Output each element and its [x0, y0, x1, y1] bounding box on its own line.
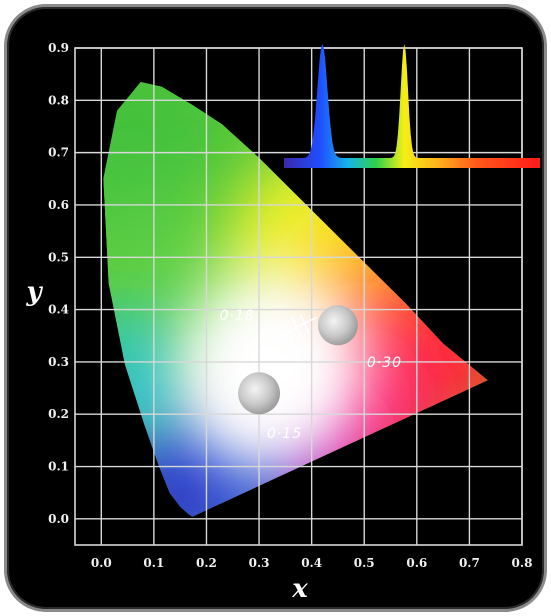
y-tick-label: 0.1 — [48, 460, 69, 474]
hand-mark-tick — [291, 317, 302, 337]
hand-mark-tick — [283, 320, 294, 340]
gamut-color-blob — [119, 437, 230, 517]
annotation-label: 0·18 — [220, 308, 255, 324]
gamut-color-blob — [103, 311, 163, 392]
y-tick-label: 0.3 — [48, 355, 69, 369]
y-axis-label: y — [25, 277, 43, 307]
white-points — [238, 305, 358, 415]
inset-spectrum — [284, 44, 540, 168]
spectrum-curve — [284, 44, 540, 168]
x-tick-label: 0.0 — [91, 556, 112, 570]
white-point-dot — [238, 372, 281, 415]
x-tick-label: 0.6 — [406, 556, 427, 570]
y-tick-label: 0.5 — [48, 250, 69, 264]
y-tick-label: 0.9 — [48, 41, 69, 55]
y-tick-label: 0.7 — [48, 146, 69, 160]
x-axis-label: x — [291, 574, 308, 604]
annotation-label: 0·15 — [267, 426, 302, 442]
hand-mark-tick — [299, 314, 310, 334]
x-tick-labels: 0.0 0.1 0.2 0.3 0.4 0.5 0.6 0.7 0.8 — [91, 556, 533, 570]
x-tick-label: 0.7 — [459, 556, 480, 570]
plot-area: 0·18 0·30 0·15 0.0 0.1 0.2 0.3 0.4 0.5 0.6 0.7 0.8… — [48, 41, 540, 570]
x-tick-label: 0.2 — [196, 556, 217, 570]
white-point-dot — [317, 305, 358, 346]
y-tick-label: 0.4 — [48, 303, 69, 317]
annotations: 0·18 0·30 0·15 — [220, 308, 402, 442]
y-tick-label: 0.6 — [48, 198, 69, 212]
plot-border — [74, 47, 523, 546]
hand-mark-line — [270, 316, 317, 341]
hand-mark-tick — [275, 324, 286, 343]
x-tick-label: 0.8 — [512, 556, 533, 570]
grid-lines — [74, 47, 523, 546]
annotation-label: 0·30 — [367, 355, 402, 371]
x-tick-label: 0.3 — [249, 556, 270, 570]
hand-marks — [270, 314, 317, 343]
x-tick-label: 0.1 — [143, 556, 164, 570]
y-tick-label: 0.2 — [48, 407, 69, 421]
y-tick-label: 0.0 — [48, 512, 69, 526]
x-tick-label: 0.5 — [354, 556, 375, 570]
y-tick-labels: 0.0 0.1 0.2 0.3 0.4 0.5 0.6 0.7 0.8 0.9 — [48, 41, 69, 526]
x-tick-label: 0.4 — [301, 556, 322, 570]
gamut-fill — [103, 82, 488, 517]
y-tick-label: 0.8 — [48, 93, 69, 107]
chromaticity-gamut — [103, 82, 488, 517]
